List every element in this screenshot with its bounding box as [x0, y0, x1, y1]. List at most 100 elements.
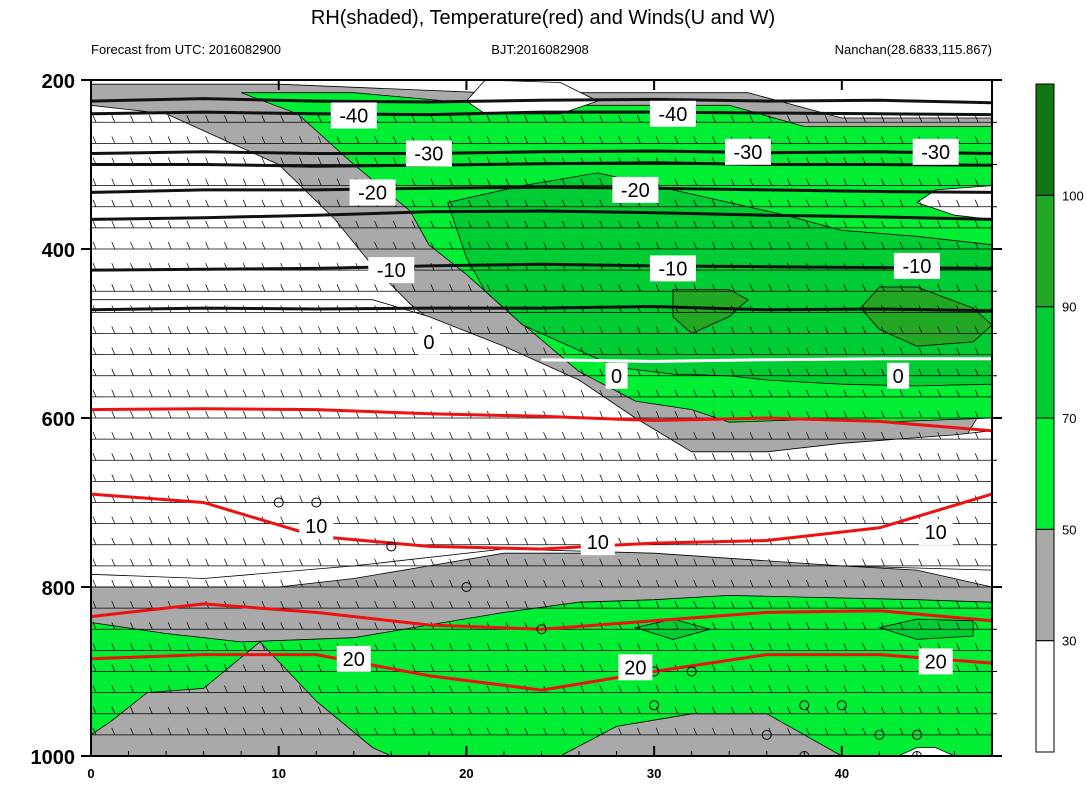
plot-area: -40 -40 -30 -30 -30 -20 -20 -10 -10 -10 0 0 0 10 10 10 2…: [91, 80, 997, 756]
x-tick-label: 20: [459, 766, 473, 781]
wind-barb: [186, 537, 191, 545]
wind-barb: [299, 474, 303, 482]
wind-barb: [374, 326, 378, 334]
wind-barb: [599, 347, 604, 355]
wind-barb: [449, 431, 453, 440]
wind-barb: [486, 284, 491, 292]
temperature-contour-minus20: [91, 209, 992, 221]
wind-barb: [374, 136, 378, 144]
wind-barb: [618, 685, 622, 693]
wind-barb: [956, 410, 960, 419]
wind-barb: [599, 178, 604, 186]
wind-barb: [411, 558, 416, 567]
contour-labels-layer: -40 -40 -30 -30 -30 -20 -20 -10 -10 -10 0 0 0 10 10 10 2…: [299, 100, 959, 681]
wind-barb: [974, 622, 979, 630]
wind-barb: [280, 474, 285, 482]
wind-barb: [299, 136, 303, 144]
wind-barb: [674, 136, 679, 144]
wind-barb: [524, 136, 529, 144]
wind-barb: [655, 495, 660, 503]
wind-barb: [392, 326, 397, 334]
wind-barb: [92, 558, 97, 567]
wind-barb: [805, 685, 810, 693]
wind-barb: [580, 115, 585, 123]
wind-barb: [242, 685, 247, 693]
wind-barb: [167, 622, 172, 630]
wind-barb: [805, 410, 810, 419]
wind-barb: [317, 600, 322, 609]
wind-barb: [974, 727, 979, 736]
wind-barb: [336, 474, 341, 482]
wind-barb: [130, 600, 134, 609]
wind-barb: [205, 326, 209, 334]
wind-barb: [111, 410, 116, 419]
wind-barb: [618, 558, 622, 567]
wind-barb: [242, 347, 247, 355]
wind-barb: [242, 622, 247, 630]
wind-barb: [148, 600, 153, 609]
wind-barb: [317, 410, 322, 419]
wind-barb: [637, 389, 641, 398]
wind-barb: [167, 326, 172, 334]
wind-barb: [674, 241, 679, 250]
wind-barb: [392, 115, 397, 123]
wind-barb: [374, 431, 378, 440]
contour-label-box-1: [649, 100, 696, 127]
wind-barb: [843, 241, 848, 250]
wind-barb: [918, 706, 923, 714]
wind-barb: [336, 685, 341, 693]
wind-barb: [994, 200, 997, 207]
wind-barb: [280, 347, 285, 355]
wind-barb: [994, 517, 997, 524]
wind-barb: [730, 643, 735, 651]
wind-barb: [242, 453, 247, 461]
wind-barb: [824, 706, 829, 714]
wind-barb: [430, 537, 435, 545]
bjt-subtitle: BJT:2016082908: [491, 42, 589, 57]
wind-barb: [956, 115, 960, 123]
wind-barb: [862, 410, 866, 419]
wind-barb: [862, 115, 866, 123]
wind-barb: [449, 178, 453, 186]
contour-label-2: -30: [414, 144, 443, 166]
wind-barb: [881, 474, 885, 482]
wind-barb: [92, 727, 97, 736]
temperature-contour-minus40: [91, 97, 992, 105]
wind-barb: [224, 558, 228, 567]
wind-barb: [618, 453, 622, 461]
wind-barb: [242, 495, 247, 503]
wind-barb: [599, 389, 604, 398]
wind-barb: [468, 537, 472, 545]
contour-label-box-0: [330, 102, 377, 129]
wind-barb: [561, 453, 566, 461]
wind-barb: [505, 368, 510, 376]
wind-barb: [937, 579, 942, 588]
wind-barb: [824, 600, 829, 609]
wind-barb: [317, 558, 322, 567]
wind-barb: [881, 199, 885, 207]
temperature-contour-20: [91, 602, 992, 631]
wind-barb: [411, 326, 416, 334]
wind-barb: [205, 622, 209, 630]
wind-barb: [805, 664, 810, 672]
wind-barb: [862, 178, 866, 186]
wind-barb: [805, 241, 810, 250]
wind-barb: [749, 495, 754, 503]
wind-barb: [280, 410, 285, 419]
wind-barb: [242, 284, 247, 292]
wind-barb: [430, 495, 435, 503]
wind-barb: [768, 579, 773, 588]
wind-barb: [805, 600, 810, 609]
contour-label-15: 10: [925, 522, 947, 544]
wind-barb: [148, 431, 153, 440]
wind-barb: [299, 157, 303, 165]
wind-barb: [749, 178, 754, 186]
wind-barb: [130, 326, 134, 334]
wind-barb: [336, 622, 341, 630]
wind-barb: [130, 727, 134, 736]
wind-barb: [862, 516, 866, 524]
wind-barb: [618, 136, 622, 144]
wind-barb: [130, 136, 134, 144]
wind-barb: [299, 326, 303, 334]
wind-barb: [768, 706, 773, 714]
